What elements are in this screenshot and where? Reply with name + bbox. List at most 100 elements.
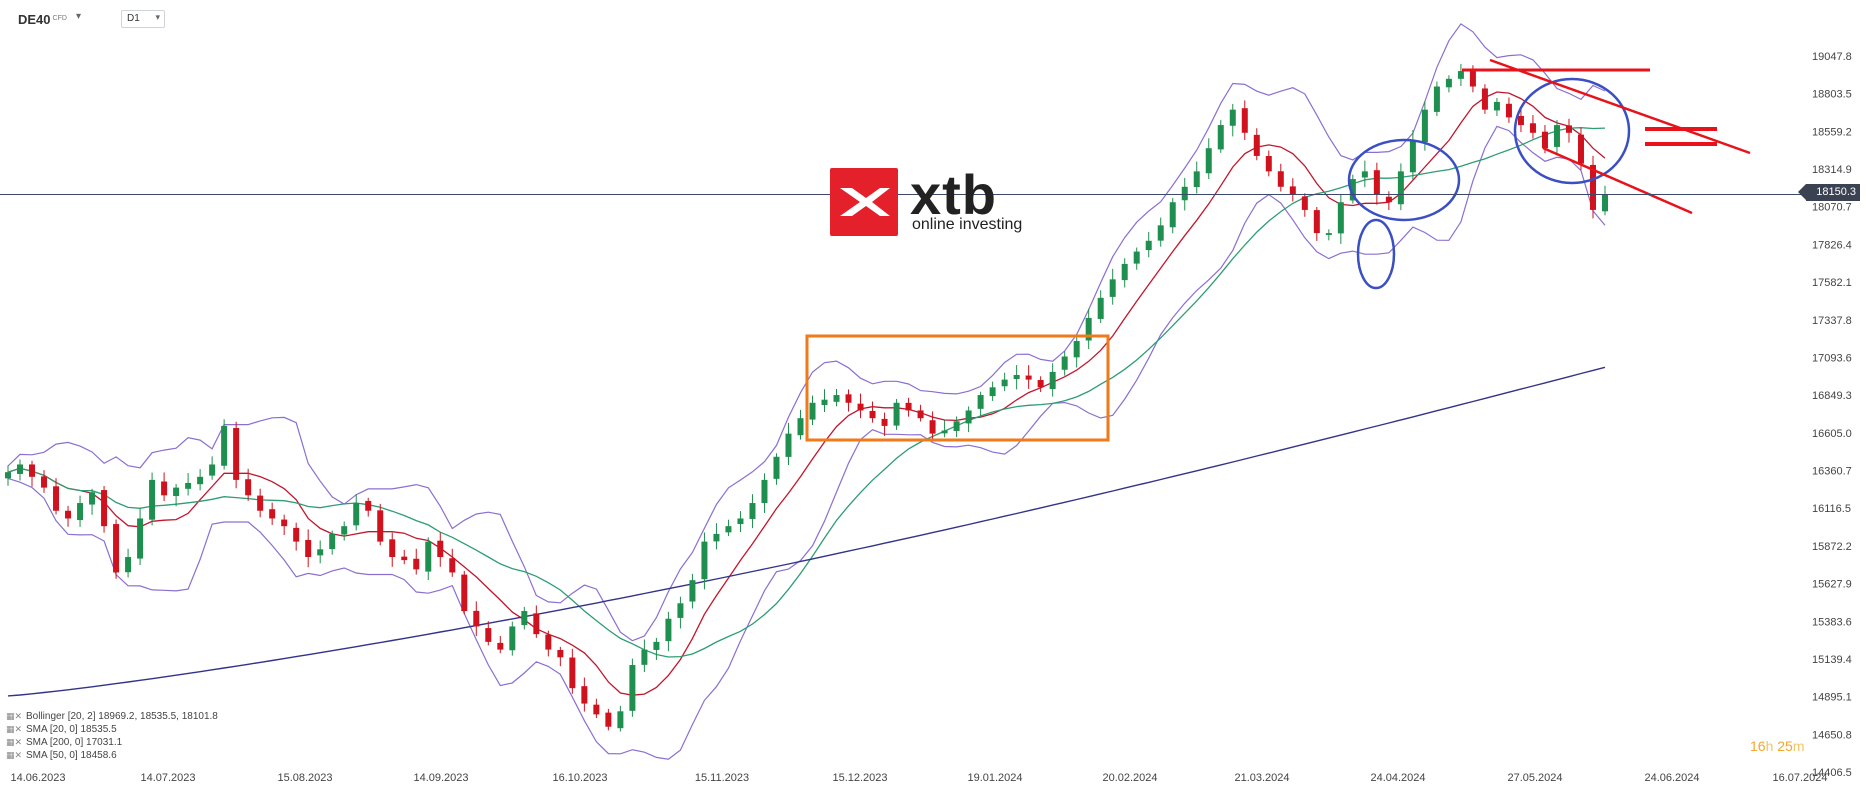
y-tick-label: 16849.3 bbox=[1812, 390, 1852, 402]
candle-body bbox=[1313, 210, 1320, 234]
symbol-dropdown-icon[interactable]: ▾ bbox=[76, 11, 82, 22]
candle-body bbox=[1445, 78, 1452, 88]
y-tick-label: 18559.2 bbox=[1812, 126, 1852, 138]
y-tick-label: 14650.8 bbox=[1812, 729, 1852, 741]
candle-body bbox=[569, 657, 576, 689]
candle-body bbox=[545, 634, 552, 650]
symbol-label[interactable]: DE40 CFD bbox=[18, 12, 67, 27]
candle-body bbox=[1049, 371, 1056, 390]
candle-body bbox=[1073, 341, 1080, 358]
candle-body bbox=[533, 613, 540, 635]
candle-body bbox=[197, 476, 204, 485]
settings-close-icon: ▦✕ bbox=[6, 711, 23, 721]
y-tick-label: 15627.9 bbox=[1812, 579, 1852, 591]
candle-body bbox=[629, 665, 636, 711]
y-tick-label: 17093.6 bbox=[1812, 352, 1852, 364]
equal-sign-marker bbox=[1645, 127, 1717, 131]
candle-body bbox=[41, 476, 48, 488]
y-tick-label: 19047.8 bbox=[1812, 51, 1852, 63]
candle-body bbox=[557, 649, 564, 658]
xtb-logo-icon bbox=[830, 168, 898, 236]
brand-logo: xtb online investing bbox=[830, 163, 1025, 238]
y-tick-label: 16116.5 bbox=[1812, 503, 1851, 515]
candle-body bbox=[1589, 164, 1596, 210]
legend-item[interactable]: ▦✕ SMA [50, 0] 18458.6 bbox=[6, 750, 117, 761]
settings-close-icon: ▦✕ bbox=[6, 724, 23, 734]
timeframe-select[interactable]: D1 ▾ bbox=[121, 10, 165, 28]
candle-body bbox=[1602, 194, 1608, 212]
candle-body bbox=[341, 526, 348, 535]
candle-body bbox=[1205, 148, 1212, 174]
candle-body bbox=[317, 549, 324, 556]
blue-circle-marker bbox=[1513, 77, 1631, 185]
candle-body bbox=[833, 395, 840, 402]
candle-body bbox=[1565, 125, 1572, 133]
current-price-tag: 18150.3 bbox=[1798, 184, 1860, 201]
candle-body bbox=[1037, 380, 1044, 388]
symbol-type: CFD bbox=[52, 15, 67, 22]
candle-body bbox=[941, 430, 948, 434]
candle-body bbox=[473, 610, 480, 627]
candle-body bbox=[1193, 171, 1200, 188]
candle-body bbox=[1289, 186, 1296, 195]
candle-body bbox=[137, 518, 144, 559]
y-tick-label: 15383.6 bbox=[1812, 616, 1852, 628]
candle-body bbox=[65, 510, 72, 519]
candle-body bbox=[989, 387, 996, 397]
legend-item[interactable]: ▦✕ SMA [20, 0] 18535.5 bbox=[6, 724, 117, 735]
candle-body bbox=[965, 410, 972, 424]
candle-body bbox=[401, 556, 408, 561]
candle-body bbox=[1013, 374, 1020, 380]
candle-body bbox=[89, 492, 96, 505]
x-tick-label: 24.06.2024 bbox=[1644, 772, 1699, 784]
equal-sign-marker bbox=[1645, 142, 1717, 146]
candle-body bbox=[161, 481, 168, 496]
candle-body bbox=[1529, 123, 1536, 133]
candle-body bbox=[389, 539, 396, 558]
candle-body bbox=[1493, 101, 1500, 111]
candle-body bbox=[1337, 202, 1344, 234]
candle-body bbox=[221, 425, 228, 466]
candle-body bbox=[977, 395, 984, 409]
candle-body bbox=[1169, 202, 1176, 228]
timeframe-value: D1 bbox=[127, 13, 140, 24]
candle-body bbox=[17, 464, 24, 474]
candle-body bbox=[1469, 69, 1476, 87]
candle-body bbox=[1121, 263, 1128, 281]
y-tick-label: 16360.7 bbox=[1812, 466, 1852, 478]
candle-body bbox=[857, 403, 864, 411]
legend-item[interactable]: ▦✕ SMA [200, 0] 17031.1 bbox=[6, 737, 123, 748]
y-tick-label: 18070.7 bbox=[1812, 202, 1852, 214]
candle-body bbox=[725, 526, 732, 533]
candle-body bbox=[1133, 251, 1140, 264]
candle-body bbox=[365, 500, 372, 511]
chart-toolbar: DE40 CFD ▾ D1 ▾ bbox=[0, 0, 1866, 34]
candle-body bbox=[269, 509, 276, 519]
candle-body bbox=[305, 539, 312, 558]
chevron-down-icon: ▾ bbox=[155, 12, 160, 22]
candle-body bbox=[53, 486, 60, 511]
candle-body bbox=[1061, 356, 1068, 370]
candle-body bbox=[605, 712, 612, 727]
x-tick-label: 21.03.2024 bbox=[1234, 772, 1289, 784]
consolidation-box bbox=[805, 334, 1110, 442]
symbol-name: DE40 bbox=[18, 12, 51, 27]
candle-body bbox=[1433, 86, 1440, 112]
candle-body bbox=[761, 479, 768, 504]
candle-body bbox=[893, 402, 900, 426]
candle-body bbox=[809, 402, 816, 420]
x-tick-label: 20.02.2024 bbox=[1102, 772, 1157, 784]
candle-body bbox=[1373, 170, 1380, 195]
candle-body bbox=[101, 490, 108, 527]
legend-item[interactable]: ▦✕ Bollinger [20, 2] 18969.2, 18535.5, 18… bbox=[6, 711, 218, 722]
candle-body bbox=[485, 628, 492, 642]
candle-body bbox=[1217, 125, 1224, 150]
candle-body bbox=[1457, 71, 1464, 79]
candle-body bbox=[1481, 88, 1488, 110]
candle-body bbox=[773, 456, 780, 479]
bollinger-upper-band bbox=[7, 23, 1606, 642]
x-tick-label: 15.12.2023 bbox=[832, 772, 887, 784]
candle-body bbox=[1145, 240, 1152, 251]
candle-body bbox=[821, 399, 828, 405]
